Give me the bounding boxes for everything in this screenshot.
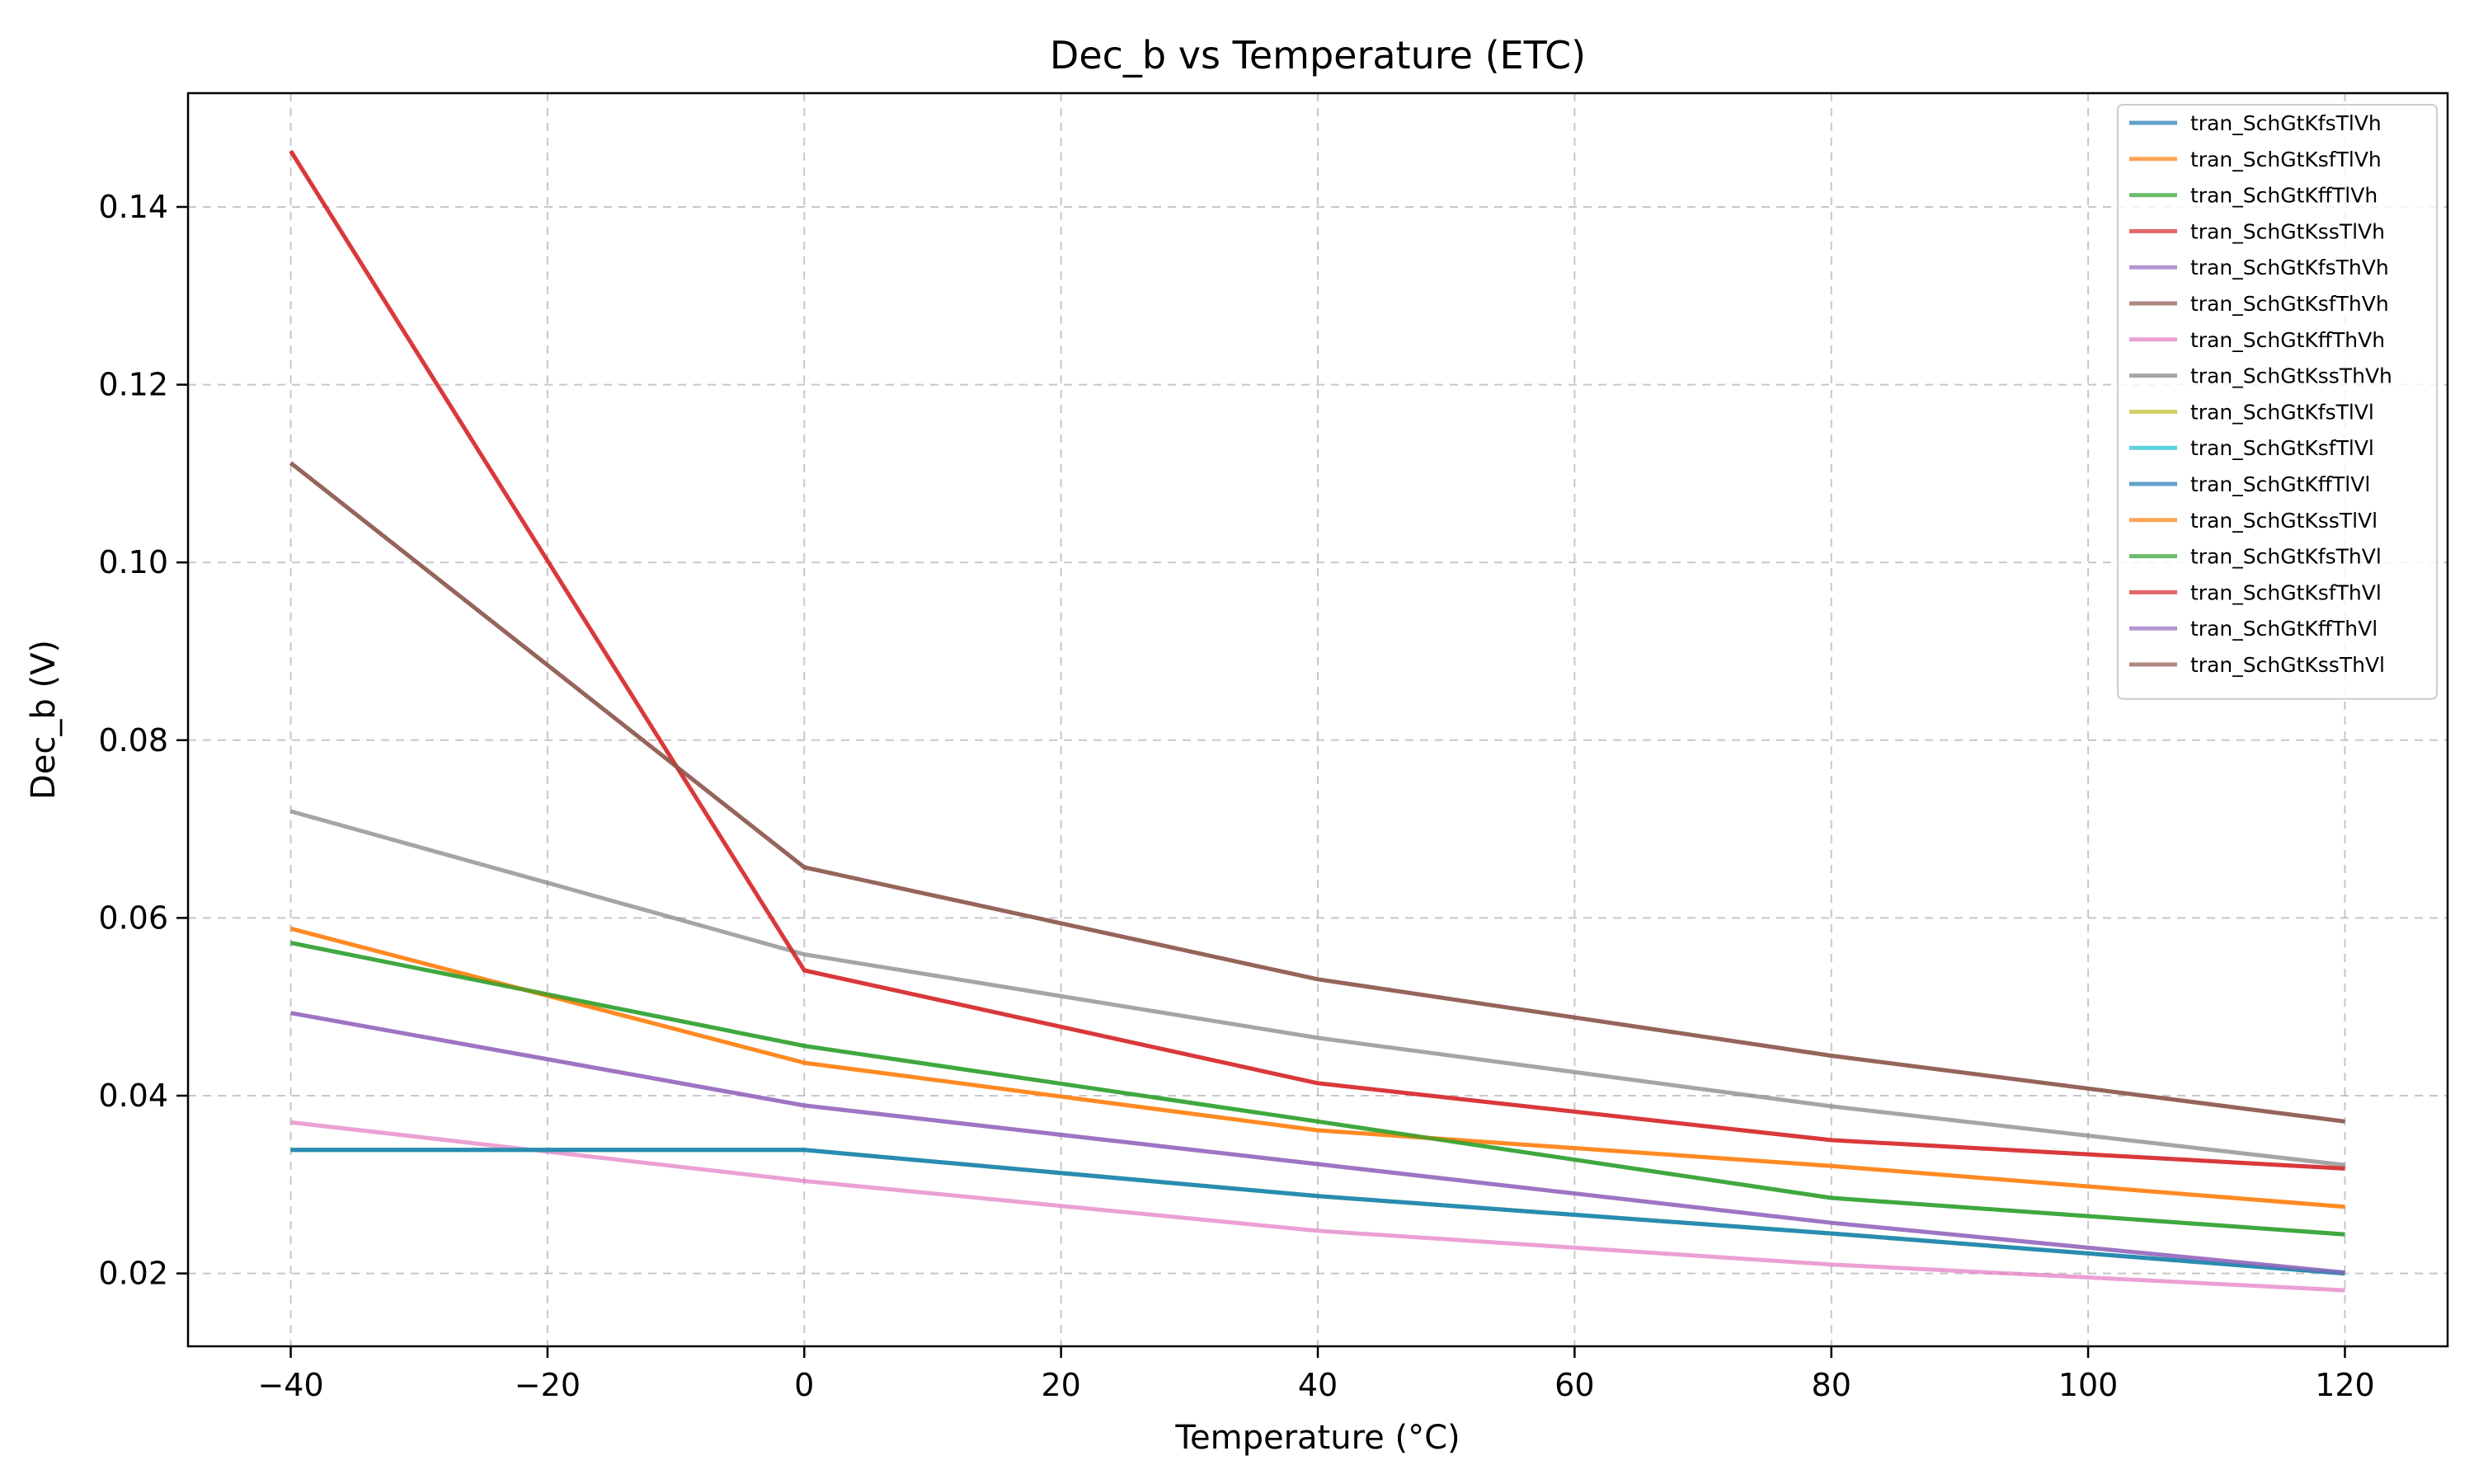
legend-label: tran_SchGtKsfThVh — [2190, 292, 2389, 316]
series-line-tran_SchGtKffTlVl — [290, 1148, 2345, 1276]
y-tick-label: 0.02 — [98, 1256, 168, 1292]
axis-ticks: −40 −20 0 20 40 60 80 100 120 0.02 0.04 0.06 0.08 0.1… — [98, 189, 2374, 1403]
legend-label: tran_SchGtKsfTlVl — [2190, 436, 2374, 460]
grid-lines — [188, 93, 2448, 1346]
legend-label: tran_SchGtKffTlVl — [2190, 472, 2370, 496]
series-line-tran_SchGtKffThVl — [290, 1011, 2345, 1275]
y-tick-label: 0.08 — [98, 722, 168, 758]
x-tick-label: 0 — [794, 1367, 814, 1403]
legend-label: tran_SchGtKfsTlVl — [2190, 400, 2374, 424]
series-lines — [289, 149, 2345, 1293]
y-tick-label: 0.10 — [98, 544, 168, 580]
x-tick-label: 60 — [1554, 1367, 1594, 1403]
legend-label: tran_SchGtKsfThVl — [2190, 580, 2382, 604]
series-line-tran_SchGtKssThVh — [289, 809, 2345, 1167]
legend-label: tran_SchGtKffTlVh — [2190, 184, 2378, 208]
legend-box — [2117, 104, 2438, 700]
legend-label: tran_SchGtKssThVh — [2190, 364, 2392, 388]
y-tick-label: 0.14 — [98, 189, 168, 225]
series-line-tran_SchGtKsfThVl — [289, 149, 2345, 1171]
legend-label: tran_SchGtKssTlVl — [2190, 509, 2378, 533]
x-tick-label: 100 — [2058, 1367, 2119, 1403]
x-tick-label: −40 — [257, 1367, 323, 1403]
y-tick-label: 0.06 — [98, 899, 168, 936]
x-tick-label: 40 — [1298, 1367, 1338, 1403]
legend-label: tran_SchGtKfsThVl — [2190, 545, 2382, 569]
legend-label: tran_SchGtKfsThVh — [2190, 256, 2389, 279]
series-line-tran_SchGtKfsThVl — [290, 941, 2345, 1237]
series-line-tran_SchGtKffThVh — [290, 1120, 2345, 1293]
y-axis-title: Dec_b (V) — [25, 640, 63, 800]
legend: tran_SchGtKfsTlVh tran_SchGtKsfTlVh tran_S… — [2117, 104, 2438, 700]
legend-label: tran_SchGtKssTlVh — [2190, 219, 2385, 243]
series-line-tran_SchGtKssTlVl — [289, 926, 2345, 1209]
legend-label: tran_SchGtKffThVl — [2190, 617, 2378, 641]
legend-label: tran_SchGtKffThVh — [2190, 328, 2385, 352]
y-tick-label: 0.04 — [98, 1078, 168, 1114]
x-axis-title: Temperature (°C) — [1174, 1419, 1460, 1457]
chart-title: Dec_b vs Temperature (ETC) — [1050, 33, 1586, 77]
x-tick-label: 20 — [1041, 1367, 1080, 1403]
y-tick-label: 0.12 — [98, 367, 168, 403]
legend-label: tran_SchGtKssThVl — [2190, 653, 2385, 677]
x-tick-label: −20 — [515, 1367, 581, 1403]
x-tick-label: 80 — [1812, 1367, 1851, 1403]
legend-label: tran_SchGtKsfTlVh — [2190, 148, 2382, 171]
series-line-tran_SchGtKssThVl — [289, 461, 2345, 1124]
legend-label: tran_SchGtKfsTlVh — [2190, 111, 2382, 135]
x-tick-label: 120 — [2315, 1367, 2375, 1403]
